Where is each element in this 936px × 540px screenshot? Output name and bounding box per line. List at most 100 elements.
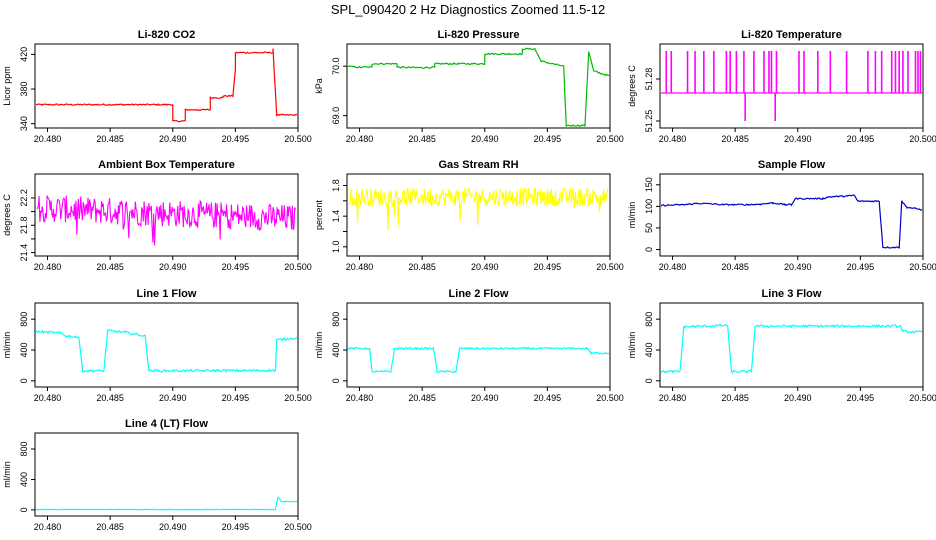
plot-frame [34, 43, 299, 129]
data-area [348, 346, 609, 374]
x-tick-label: 20.495 [222, 134, 250, 144]
plot-frame [659, 43, 924, 129]
y-axis-label: kPa [314, 78, 324, 94]
x-tick-label: 20.490 [471, 134, 499, 144]
y-axis-label: ml/min [627, 332, 637, 359]
page-title: SPL_090420 2 Hz Diagnostics Zoomed 11.5-… [330, 2, 606, 17]
y-axis-label: ml/min [314, 332, 324, 359]
x-tick-label: 20.495 [222, 522, 250, 532]
chart-panel: Line 3 Flow ml/min 20.480 20.485 20.490 20.49… [627, 288, 936, 403]
plot-frame [659, 173, 924, 257]
x-tick-label: 20.480 [346, 393, 374, 403]
x-tick-label: 20.495 [534, 393, 562, 403]
x-tick-label: 20.500 [596, 393, 624, 403]
chart-panel: Li-820 Temperature degrees C 20.480 20.485 2… [627, 29, 936, 144]
chart-panel: Li-820 CO2 Licor ppm 20.480 20.485 20.490 20.… [2, 29, 312, 144]
y-axis-label: degrees C [2, 194, 12, 236]
y-tick-label: 0 [19, 378, 29, 383]
y-tick-label: 0 [644, 378, 654, 383]
x-tick-label: 20.495 [222, 262, 250, 272]
x-tick-label: 20.480 [659, 393, 687, 403]
y-tick-label: 800 [19, 312, 29, 327]
x-tick-label: 20.500 [284, 262, 312, 272]
y-tick-label: 0 [644, 247, 654, 252]
chart-title: Gas Stream RH [438, 159, 518, 171]
plot-frame [346, 173, 611, 257]
x-tick-label: 20.490 [471, 393, 499, 403]
y-axis-label: ml/min [2, 461, 12, 488]
y-tick-label: 800 [331, 312, 341, 327]
x-tick-label: 20.490 [784, 134, 812, 144]
x-tick-label: 20.490 [159, 262, 187, 272]
chart-title: Line 3 Flow [762, 288, 822, 300]
x-tick-label: 20.500 [596, 262, 624, 272]
y-tick-label: 800 [19, 441, 29, 456]
y-tick-label: 1.8 [331, 179, 341, 192]
data-area [36, 48, 297, 123]
x-tick-label: 20.500 [909, 262, 936, 272]
series-line [348, 346, 609, 374]
y-tick-label: 21.4 [19, 244, 29, 262]
chart-title: Li-820 Temperature [741, 29, 842, 41]
series-line [36, 329, 297, 373]
x-tick-label: 20.485 [96, 522, 124, 532]
x-tick-label: 20.485 [96, 262, 124, 272]
x-tick-label: 20.485 [721, 393, 749, 403]
y-tick-label: 51.28 [644, 68, 654, 91]
x-tick-label: 20.495 [847, 134, 875, 144]
x-tick-label: 20.490 [159, 522, 187, 532]
series-line [36, 496, 297, 511]
chart-title: Li-820 Pressure [438, 29, 520, 41]
x-tick-label: 20.480 [346, 262, 374, 272]
y-tick-label: 70.0 [331, 57, 341, 75]
x-tick-label: 20.485 [408, 262, 436, 272]
plot-frame [346, 43, 611, 129]
chart-panel: Ambient Box Temperature degrees C 20.480 20… [2, 159, 312, 272]
chart-panel: Line 4 (LT) Flow ml/min 20.480 20.485 20.490… [2, 418, 312, 532]
x-tick-label: 20.500 [284, 393, 312, 403]
y-tick-label: 400 [331, 342, 341, 357]
x-tick-label: 20.485 [408, 134, 436, 144]
y-tick-label: 0 [331, 378, 341, 383]
y-tick-label: 21.8 [19, 216, 29, 234]
x-tick-label: 20.500 [284, 134, 312, 144]
x-tick-label: 20.485 [96, 134, 124, 144]
x-tick-label: 20.485 [721, 134, 749, 144]
plot-frame [34, 302, 299, 388]
chart-panel: Sample Flow ml/min 20.480 20.485 20.490 20.49… [627, 159, 936, 272]
plot-frame [659, 302, 924, 388]
chart-panel: Li-820 Pressure kPa 20.480 20.485 20.490 20.4… [314, 29, 624, 144]
y-tick-label: 800 [644, 312, 654, 327]
series-line [36, 195, 297, 246]
x-tick-label: 20.495 [847, 393, 875, 403]
y-tick-label: 400 [644, 342, 654, 357]
y-axis-label: degrees C [627, 65, 637, 107]
y-tick-label: 400 [19, 472, 29, 487]
x-tick-label: 20.485 [96, 393, 124, 403]
chart-title: Line 1 Flow [137, 288, 197, 300]
chart-panel: Line 1 Flow ml/min 20.480 20.485 20.490 20.49… [2, 288, 312, 403]
chart-title: Li-820 CO2 [138, 29, 195, 41]
data-area [36, 195, 297, 246]
x-tick-label: 20.480 [34, 134, 62, 144]
data-area [661, 51, 922, 121]
x-tick-label: 20.490 [784, 262, 812, 272]
data-area [348, 187, 609, 231]
x-tick-label: 20.490 [471, 262, 499, 272]
series-line [661, 194, 922, 249]
x-tick-label: 20.490 [159, 393, 187, 403]
chart-title: Sample Flow [758, 159, 826, 171]
x-tick-label: 20.480 [34, 393, 62, 403]
y-tick-label: 420 [19, 47, 29, 62]
x-tick-label: 20.480 [659, 262, 687, 272]
x-tick-label: 20.480 [34, 522, 62, 532]
y-tick-label: 0 [19, 507, 29, 512]
x-tick-label: 20.490 [784, 393, 812, 403]
data-area [348, 47, 609, 127]
y-tick-label: 100 [644, 199, 654, 214]
series-line [348, 47, 609, 127]
x-tick-label: 20.480 [659, 134, 687, 144]
data-area [661, 323, 922, 374]
y-tick-label: 340 [19, 116, 29, 131]
